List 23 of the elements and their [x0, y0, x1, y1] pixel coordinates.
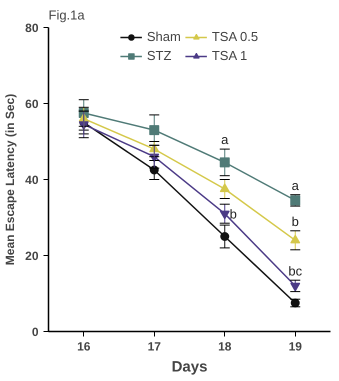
- legend-label: TSA 1: [212, 48, 248, 63]
- y-tick-label: 60: [25, 97, 39, 111]
- x-axis-title: Days: [172, 358, 208, 376]
- y-axis-title: Mean Escape Latency (in Sec): [3, 94, 18, 266]
- y-tick-label: 80: [25, 21, 39, 35]
- annotation: a: [292, 178, 300, 193]
- legend-label: Sham: [146, 29, 181, 44]
- annotation: a: [221, 132, 230, 148]
- y-tick-label: 20: [25, 249, 39, 263]
- annotation: b: [292, 214, 299, 229]
- x-tick-label: 18: [218, 340, 232, 354]
- point: [220, 157, 230, 168]
- legend-label: TSA 0.5: [212, 29, 258, 44]
- caption: Fig.1a: [48, 8, 86, 22]
- legend-label: STZ: [146, 48, 172, 63]
- y-tick-label: 0: [32, 325, 39, 339]
- point: [149, 125, 160, 136]
- x-tick-label: 16: [77, 340, 91, 354]
- annotation: b: [230, 206, 237, 222]
- y-tick-label: 40: [25, 173, 39, 187]
- annotation: bc: [288, 263, 303, 278]
- x-tick-label: 19: [288, 340, 302, 354]
- x-tick-label: 17: [148, 340, 162, 354]
